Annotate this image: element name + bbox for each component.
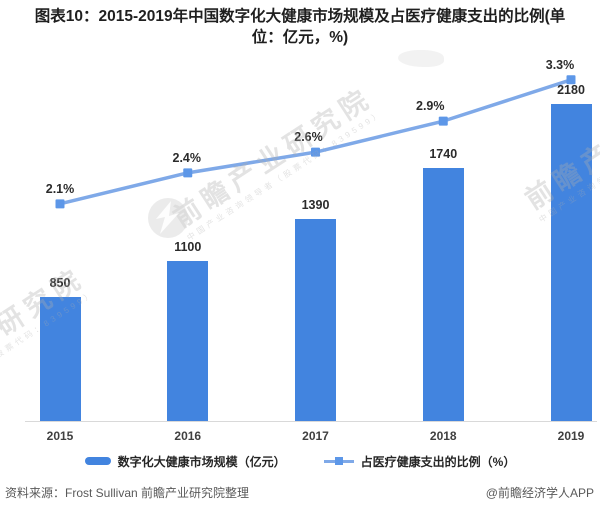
- line-marker-2016: [183, 168, 193, 178]
- bar-2016: [167, 261, 209, 421]
- pct-label-2017: 2.6%: [294, 130, 323, 145]
- legend-item-share-pct: 占医疗健康支出的比例（%）: [323, 453, 516, 470]
- chart-title-line1: 图表10：2015-2019年中国数字化大健康市场规模及占医疗健康支出的比例(单: [34, 8, 566, 25]
- line-marker-2019: [566, 75, 576, 85]
- bar-value-label-2017: 1390: [301, 198, 330, 212]
- pct-label-2016: 2.4%: [172, 150, 202, 165]
- pct-label-2019: 3.3%: [545, 57, 575, 72]
- legend-label-share-pct: 占医疗健康支出的比例（%）: [360, 454, 516, 469]
- bar-value-label-2019: 2180: [557, 83, 585, 97]
- bar-value-label-2018: 1740: [429, 147, 458, 161]
- line-series-swatch-icon: [323, 456, 354, 465]
- x-axis-label-2015: 2015: [46, 429, 74, 443]
- legend-item-market-size: 数字化大健康市场规模（亿元）: [84, 453, 286, 470]
- bar-2018: [422, 168, 464, 421]
- plot-area: 850 2015 2.1% 1100 2016 2.4% 1390 2017 2.6% 1740 2…: [25, 57, 597, 443]
- bar-series-swatch-icon: [84, 457, 111, 465]
- brand-note: @前瞻经济学人APP: [485, 486, 594, 500]
- bar-2015: [39, 297, 81, 421]
- x-axis-label-2019: 2019: [557, 429, 585, 443]
- x-axis-label-2018: 2018: [429, 429, 457, 443]
- x-axis-label-2016: 2016: [174, 429, 202, 443]
- legend-label-market-size: 数字化大健康市场规模（亿元）: [117, 454, 286, 469]
- chart-title: 图表10：2015-2019年中国数字化大健康市场规模及占医疗健康支出的比例(单…: [0, 6, 600, 48]
- bar-2017: [295, 219, 336, 421]
- line-marker-2015: [55, 199, 65, 209]
- pct-label-2015: 2.1%: [45, 181, 75, 196]
- pct-label-2018: 2.9%: [416, 99, 445, 114]
- footer: 资料来源：Frost Sullivan 前瞻产业研究院整理 @前瞻经济学人APP: [0, 484, 600, 501]
- legend: 数字化大健康市场规模（亿元） 占医疗健康支出的比例（%）: [0, 450, 600, 472]
- bar-2019: [550, 104, 592, 421]
- x-axis-label-2017: 2017: [302, 429, 329, 443]
- line-marker-2017: [311, 147, 320, 157]
- source-note: 资料来源：Frost Sullivan 前瞻产业研究院整理: [5, 486, 250, 500]
- line-marker-swatch-icon: [334, 456, 343, 465]
- bar-value-label-2016: 1100: [174, 240, 202, 254]
- bar-value-label-2015: 850: [49, 276, 71, 290]
- line-marker-2018: [438, 116, 448, 126]
- line-series-layer: [55, 75, 576, 209]
- chart-title-line2: 位：亿元，%): [251, 29, 349, 46]
